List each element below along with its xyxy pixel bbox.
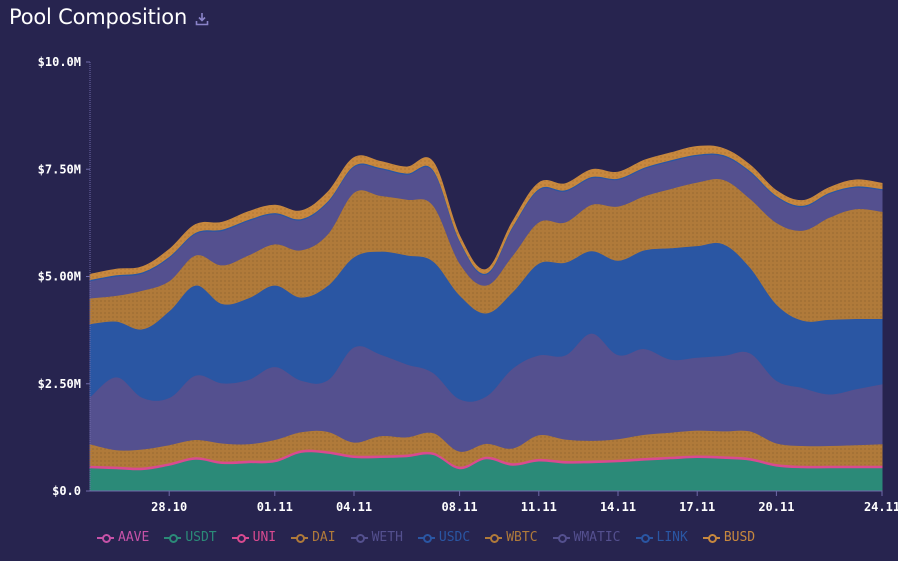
legend-swatch-icon <box>702 533 720 543</box>
legend-label: WMATIC <box>573 530 621 545</box>
y-tick-label: $0.0 <box>52 484 81 498</box>
x-tick-label: 17.11 <box>679 500 715 514</box>
chart-header: Pool Composition <box>9 5 210 29</box>
y-tick-label: $10.0M <box>38 55 81 69</box>
download-icon[interactable] <box>194 11 210 27</box>
legend-item-uni[interactable]: UNI <box>231 530 277 545</box>
area-texture-busd <box>90 145 882 280</box>
x-tick-label: 28.10 <box>151 500 187 514</box>
legend-label: LINK <box>656 530 688 545</box>
legend-label: WBTC <box>506 530 538 545</box>
x-tick-label: 01.11 <box>257 500 293 514</box>
legend-swatch-icon <box>291 533 309 543</box>
area-texture-wbtc <box>90 178 882 330</box>
legend-item-usdc[interactable]: USDC <box>417 530 471 545</box>
legend-swatch-icon <box>552 533 570 543</box>
legend-item-wmatic[interactable]: WMATIC <box>552 530 621 545</box>
legend-label: UNI <box>252 530 277 545</box>
legend-label: DAI <box>312 530 336 545</box>
area-texture-dai <box>90 430 882 468</box>
x-tick-label: 04.11 <box>336 500 372 514</box>
legend-item-busd[interactable]: BUSD <box>702 530 756 545</box>
legend-label: BUSD <box>723 530 756 545</box>
x-tick-label: 20.11 <box>758 500 794 514</box>
x-tick-label: 11.11 <box>521 500 557 514</box>
x-tick-label: 08.11 <box>442 500 478 514</box>
x-tick-label: 14.11 <box>600 500 636 514</box>
legend-swatch-icon <box>231 533 249 543</box>
legend-label: USDT <box>185 530 217 545</box>
legend-label: WETH <box>371 530 403 545</box>
legend-swatch-icon <box>417 533 435 543</box>
chart-legend: AAVE USDT UNI DAI WETH USDC WBTC WMATIC LINK BUSD <box>97 530 755 545</box>
y-tick-label: $7.50M <box>38 162 81 176</box>
legend-swatch-icon <box>350 533 368 543</box>
legend-item-dai[interactable]: DAI <box>291 530 336 545</box>
axes: $0.0 $2.50M $5.00M $7.50M $10.0M 28.10 01.11 04… <box>38 55 898 514</box>
legend-swatch-icon <box>635 533 653 543</box>
legend-item-weth[interactable]: WETH <box>350 530 403 545</box>
legend-label: AAVE <box>118 530 150 545</box>
legend-swatch-icon <box>164 533 182 543</box>
y-tick-label: $2.50M <box>38 377 81 391</box>
legend-label: USDC <box>438 530 471 545</box>
stacked-areas <box>89 145 883 492</box>
legend-swatch-icon <box>485 533 503 543</box>
legend-item-wbtc[interactable]: WBTC <box>485 530 538 545</box>
chart-title: Pool Composition <box>9 5 188 29</box>
legend-swatch-icon <box>97 533 114 543</box>
legend-item-usdt[interactable]: USDT <box>164 530 217 545</box>
legend-item-link[interactable]: LINK <box>635 530 688 545</box>
legend-item-aave[interactable]: AAVE <box>97 530 149 545</box>
x-tick-label: 24.11 <box>864 500 898 514</box>
y-tick-label: $5.00M <box>38 270 81 284</box>
